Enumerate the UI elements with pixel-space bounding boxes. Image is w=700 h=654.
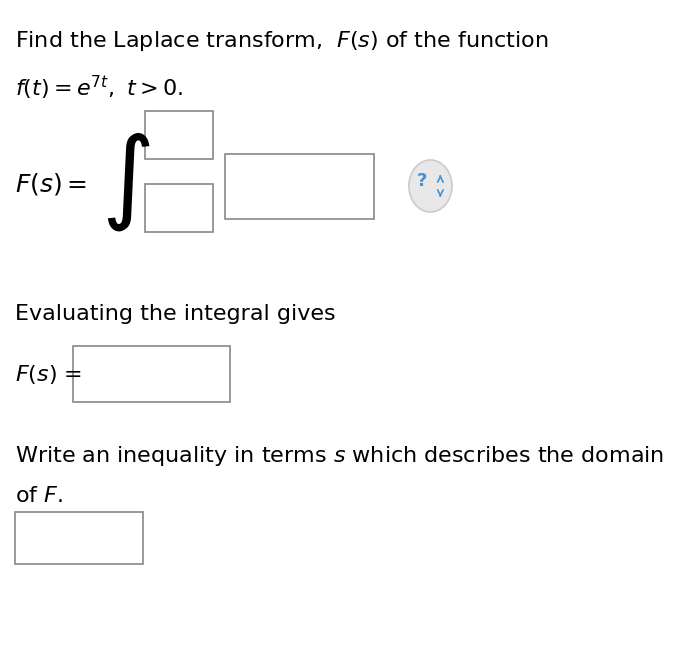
Text: $F(s) =$: $F(s) =$ (15, 171, 87, 197)
FancyBboxPatch shape (73, 346, 230, 402)
Text: Find the Laplace transform,  $F(s)$ of the function: Find the Laplace transform, $F(s)$ of th… (15, 29, 548, 53)
FancyBboxPatch shape (145, 184, 213, 232)
Text: $\int$: $\int$ (101, 131, 150, 233)
Text: Evaluating the integral gives: Evaluating the integral gives (15, 304, 335, 324)
Text: ?: ? (417, 172, 428, 190)
FancyBboxPatch shape (225, 154, 374, 219)
FancyBboxPatch shape (145, 111, 213, 159)
Text: Write an inequality in terms $s$ which describes the domain: Write an inequality in terms $s$ which d… (15, 444, 664, 468)
Circle shape (409, 160, 452, 212)
Text: of $F$.: of $F$. (15, 486, 63, 506)
Text: $F(s)$ =: $F(s)$ = (15, 362, 82, 385)
Text: $f(t) = e^{7t},\ t > 0.$: $f(t) = e^{7t},\ t > 0.$ (15, 74, 183, 102)
FancyBboxPatch shape (15, 512, 144, 564)
